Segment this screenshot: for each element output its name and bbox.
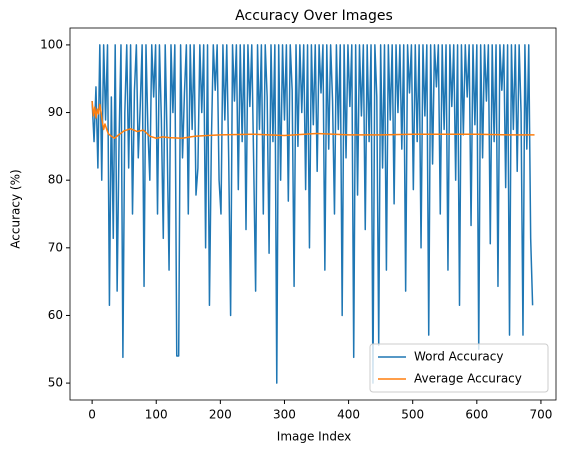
- x-tick-label: 600: [465, 408, 488, 422]
- y-tick-label: 60: [48, 308, 63, 322]
- chart-title: Accuracy Over Images: [235, 8, 393, 24]
- plot-frame: [69, 27, 557, 401]
- x-tick-label: 500: [401, 408, 424, 422]
- x-tick-label: 200: [209, 408, 232, 422]
- y-tick-label: 70: [48, 240, 63, 254]
- data-line: [91, 44, 534, 384]
- legend-label: Average Accuracy: [414, 372, 522, 386]
- y-tick-label: 50: [48, 376, 63, 390]
- x-tick-label: 300: [273, 408, 296, 422]
- x-tick-label: 700: [529, 408, 552, 422]
- x-axis-label: Image Index: [277, 430, 351, 444]
- legend-box: [369, 343, 549, 393]
- data-line: [91, 100, 535, 139]
- y-tick-label: 80: [48, 173, 63, 187]
- y-tick-label: 90: [48, 105, 63, 119]
- x-tick-label: 100: [145, 408, 168, 422]
- y-axis-label: Accuracy (%): [9, 169, 23, 248]
- y-tick-label: 100: [40, 37, 63, 51]
- x-tick-label: 400: [337, 408, 360, 422]
- x-tick-label: 0: [88, 408, 96, 422]
- legend-label: Word Accuracy: [414, 350, 503, 364]
